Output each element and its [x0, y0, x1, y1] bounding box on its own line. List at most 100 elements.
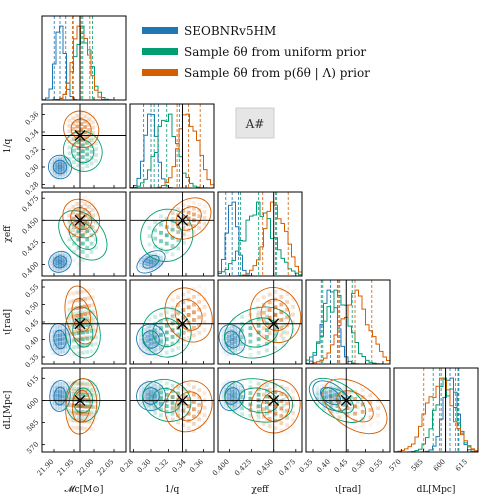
- density-iota-q-series-1: [164, 344, 169, 348]
- density-chi-mc-series-2: [83, 207, 88, 212]
- hist-iota-series-1: [306, 289, 390, 364]
- density-dl-q-series-2: [181, 408, 186, 413]
- density-iota-q-series-0: [142, 336, 147, 341]
- density-dl-q-series-2: [170, 410, 175, 415]
- density-dl-chi-series-2: [256, 390, 260, 395]
- panel-chi-q: [129, 191, 215, 277]
- density-dl-mc-series-2: [91, 412, 95, 417]
- contour-iota-chi-series-0-0: [224, 330, 241, 349]
- density-dl-mc-series-2: [87, 397, 92, 402]
- density-chi-q-series-1: [164, 233, 169, 238]
- density-iota-q-series-2: [176, 333, 180, 338]
- density-dl-mc-series-1: [89, 404, 94, 409]
- density-q-mc-series-1: [94, 141, 98, 146]
- density-chi-q-series-1: [159, 230, 163, 235]
- density-iota-mc-series-0: [52, 342, 57, 347]
- density-dl-q-series-1: [159, 379, 163, 384]
- density-dl-q-series-2: [176, 405, 180, 410]
- density-dl-q-series-1: [170, 383, 175, 388]
- density-iota-q-series-2: [181, 292, 186, 297]
- density-chi-mc-series-0: [58, 262, 62, 267]
- panel-frame: [41, 191, 127, 277]
- density-q-mc-series-0: [52, 164, 57, 169]
- density-iota-q-series-0: [145, 339, 150, 343]
- xtick-label-chi-2: 0.450: [255, 458, 275, 478]
- density-iota-mc-series-2: [67, 292, 72, 297]
- density-iota-mc-series-1: [85, 343, 90, 348]
- density-dl-q-series-1: [153, 410, 158, 415]
- panel-iota-mc: 0.350.400.450.500.55: [24, 279, 127, 369]
- density-dl-chi-series-0: [236, 384, 240, 389]
- density-iota-chi-series-2: [256, 305, 260, 310]
- ytick-label-dl-2: 600: [25, 396, 40, 411]
- density-chi-q-series-2: [197, 225, 202, 230]
- density-q-mc-series-2: [87, 117, 92, 122]
- density-iota-chi-series-2: [273, 313, 278, 317]
- density-iota-chi-series-2: [279, 333, 284, 338]
- density-dl-q-series-0: [155, 385, 160, 389]
- density-iota-q-series-2: [186, 336, 191, 341]
- density-chi-mc-series-0: [60, 258, 65, 263]
- density-q-mc-series-2: [75, 119, 80, 124]
- density-dl-chi-series-2: [279, 384, 284, 389]
- density-dl-iota-series-1: [328, 388, 333, 393]
- density-chi-q-series-0: [145, 261, 150, 266]
- density-iota-mc-series-2: [71, 299, 76, 304]
- density-dl-q-series-1: [170, 389, 175, 394]
- density-dl-q-series-1: [153, 393, 158, 398]
- density-dl-chi-series-2: [291, 403, 295, 408]
- xtick-label-iota-4: 0.55: [368, 458, 385, 475]
- badge[interactable]: A#: [235, 107, 275, 139]
- density-chi-mc-series-2: [91, 213, 95, 218]
- density-dl-q-series-1: [159, 390, 163, 395]
- density-q-mc-series-0: [58, 161, 62, 166]
- density-iota-chi-series-1: [248, 346, 253, 351]
- density-dl-iota-series-0: [320, 392, 324, 396]
- density-dl-q-series-0: [145, 400, 150, 405]
- density-dl-mc-series-2: [87, 419, 92, 424]
- density-dl-mc-series-0: [50, 397, 54, 402]
- panel-frame: [41, 103, 127, 189]
- density-iota-chi-series-1: [265, 314, 269, 319]
- hist-chi-series-0: [218, 201, 302, 276]
- density-iota-chi-series-1: [231, 337, 236, 342]
- density-dl-chi-series-1: [256, 404, 261, 409]
- density-iota-mc-series-0: [52, 338, 57, 343]
- density-dl-q-series-2: [192, 421, 196, 426]
- density-chi-q-series-0: [149, 259, 153, 264]
- density-iota-chi-series-2: [279, 325, 284, 330]
- xtick-label-iota-2: 0.45: [333, 458, 350, 475]
- density-dl-chi-series-0: [238, 389, 243, 394]
- density-iota-q-series-0: [142, 353, 147, 358]
- density-dl-chi-series-0: [236, 392, 240, 397]
- contour-iota-q-series-2-1: [164, 287, 213, 343]
- density-iota-q-series-1: [153, 342, 158, 346]
- density-dl-chi-series-0: [233, 391, 237, 396]
- density-iota-q-series-2: [197, 307, 202, 312]
- density-iota-q-series-0: [149, 350, 153, 355]
- density-dl-mc-series-0: [52, 401, 57, 406]
- density-q-mc-series-1: [80, 155, 85, 159]
- density-chi-mc-series-2: [79, 199, 84, 203]
- density-iota-mc-series-1: [72, 318, 76, 323]
- density-iota-mc-series-1: [67, 325, 72, 330]
- density-dl-q-series-0: [149, 390, 153, 394]
- density-iota-mc-series-0: [55, 325, 60, 330]
- density-dl-iota-series-0: [324, 386, 329, 391]
- density-iota-q-series-0: [138, 342, 143, 346]
- density-iota-q-series-1: [147, 324, 152, 329]
- density-iota-chi-series-1: [256, 317, 261, 321]
- density-q-mc-series-1: [89, 161, 94, 166]
- density-iota-q-series-0: [159, 328, 164, 333]
- density-dl-iota-series-1: [315, 402, 320, 407]
- panel-frame: [217, 191, 303, 277]
- panel-frame: [41, 15, 127, 101]
- density-dl-iota-series-2: [360, 387, 365, 392]
- density-iota-mc-series-2: [75, 329, 80, 334]
- density-iota-q-series-2: [176, 303, 180, 307]
- density-chi-q-series-1: [159, 239, 163, 244]
- density-dl-q-series-2: [202, 413, 207, 417]
- density-iota-mc-series-2: [79, 313, 84, 317]
- density-dl-chi-series-1: [248, 396, 253, 401]
- density-dl-mc-series-0: [55, 389, 60, 394]
